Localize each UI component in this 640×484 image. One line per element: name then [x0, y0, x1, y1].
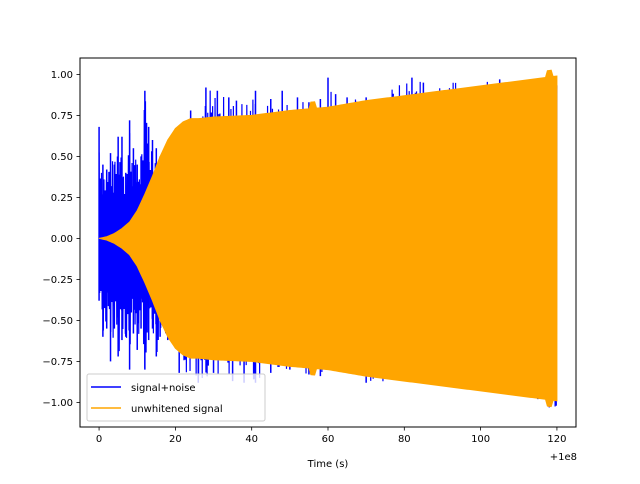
x-tick-label: 100: [471, 434, 490, 445]
y-tick-label: 0.50: [51, 152, 73, 163]
x-offset-label: +1e8: [550, 452, 577, 463]
series-unwhitened-signal-band: [98, 69, 558, 408]
y-tick-label: −1.00: [42, 398, 73, 409]
y-tick-label: 1.00: [51, 70, 73, 81]
y-axis: −1.00 −0.75 −0.50 −0.25 0.00 0.25 0.50 0.75 1.00: [42, 70, 80, 409]
data-layer: [98, 69, 558, 408]
x-tick-label: 0: [96, 434, 102, 445]
legend-label-unwhitened-signal: unwhitened signal: [131, 404, 223, 415]
y-tick-label: −0.75: [42, 357, 73, 368]
x-tick-label: 80: [398, 434, 411, 445]
y-tick-label: −0.50: [42, 316, 73, 327]
y-tick-label: 0.00: [51, 234, 73, 245]
y-tick-label: −0.25: [42, 275, 73, 286]
legend: signal+noise unwhitened signal: [86, 373, 266, 422]
y-tick-label: 0.25: [51, 193, 73, 204]
legend-box: [86, 373, 266, 422]
legend-label-signal-noise: signal+noise: [131, 383, 196, 394]
x-tick-label: 20: [169, 434, 182, 445]
y-tick-label: 0.75: [51, 111, 73, 122]
x-tick-label: 40: [245, 434, 258, 445]
x-tick-label: 120: [547, 434, 566, 445]
x-tick-label: 60: [322, 434, 335, 445]
x-axis: 0 20 40 60 80 100 120: [96, 427, 566, 445]
x-axis-label: Time (s): [307, 459, 349, 470]
